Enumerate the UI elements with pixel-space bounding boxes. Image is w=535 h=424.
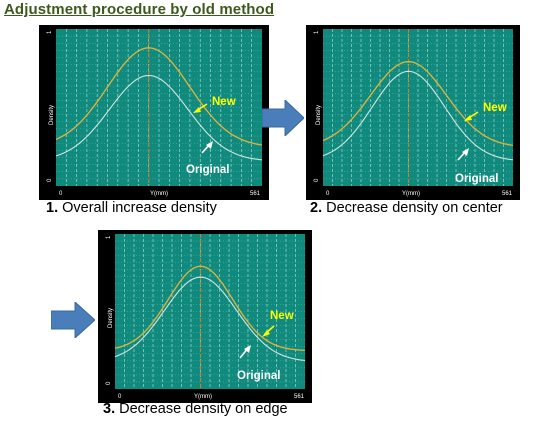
step-text: Decrease density on edge [119,401,288,417]
plot-panel-2: Density 1 0 0 Y(mm) 561 New Original [306,25,520,200]
new-curve [55,47,263,146]
pointer-arrow-icon [193,103,208,113]
original-curve [55,74,263,161]
step-number: 2. [310,200,323,216]
x-axis-label: Y(mm) [194,394,212,400]
step-number: 1. [46,200,59,216]
x-tick-min: 0 [118,394,122,400]
density-plot-3: Density 1 0 0 Y(mm) 561 New Original [98,230,312,403]
x-tick-min: 0 [326,191,330,197]
y-tick-top: 1 [47,30,53,34]
new-label: New [483,102,507,114]
x-tick-min: 0 [59,191,63,197]
density-plot-1: Density 1 0 0 Y(mm) 561 New Original [39,25,269,200]
plot-grid [115,234,305,389]
original-label: Original [237,370,280,382]
pointer-arrow-icon [262,325,275,337]
y-tick-top: 1 [314,30,320,34]
step-number: 3. [103,401,116,417]
pointer-arrow-icon [239,345,251,359]
x-tick-max: 561 [502,191,513,197]
density-plot-2: Density 1 0 0 Y(mm) 561 New Original [306,25,520,200]
step-caption-3: 3. Decrease density on edge [103,401,288,417]
new-curve [114,265,306,352]
step-caption-2: 2. Decrease density on center [310,200,503,216]
right-arrow-icon [262,100,304,136]
x-axis-label: Y(mm) [402,191,420,197]
original-label: Original [186,164,229,176]
page-title: Adjustment procedure by old method [4,1,275,18]
original-curve [322,70,514,161]
y-axis-label: Density [49,105,55,125]
y-axis-label: Density [108,308,114,328]
pointer-arrow-icon [201,141,213,154]
original-curve [114,276,306,361]
right-arrow-icon [51,302,95,338]
plot-panel-3: Density 1 0 0 Y(mm) 561 New Original [98,230,312,403]
y-tick-bottom: 0 [47,178,53,182]
original-label: Original [455,173,498,185]
new-curve [322,61,514,147]
x-tick-max: 561 [250,191,261,197]
pointer-arrow-icon [464,111,479,121]
x-tick-max: 561 [294,394,305,400]
y-tick-bottom: 0 [106,381,112,385]
new-label: New [270,310,294,322]
y-axis-label: Density [316,105,322,125]
y-tick-top: 1 [106,235,112,239]
pointer-arrow-icon [457,148,469,161]
plot-panel-1: Density 1 0 0 Y(mm) 561 New Original [39,25,269,200]
step-text: Decrease density on center [326,200,503,216]
step-text: Overall increase density [62,200,217,216]
y-tick-bottom: 0 [314,178,320,182]
step-caption-1: 1. Overall increase density [46,200,217,216]
new-label: New [212,96,236,108]
x-axis-label: Y(mm) [150,191,168,197]
